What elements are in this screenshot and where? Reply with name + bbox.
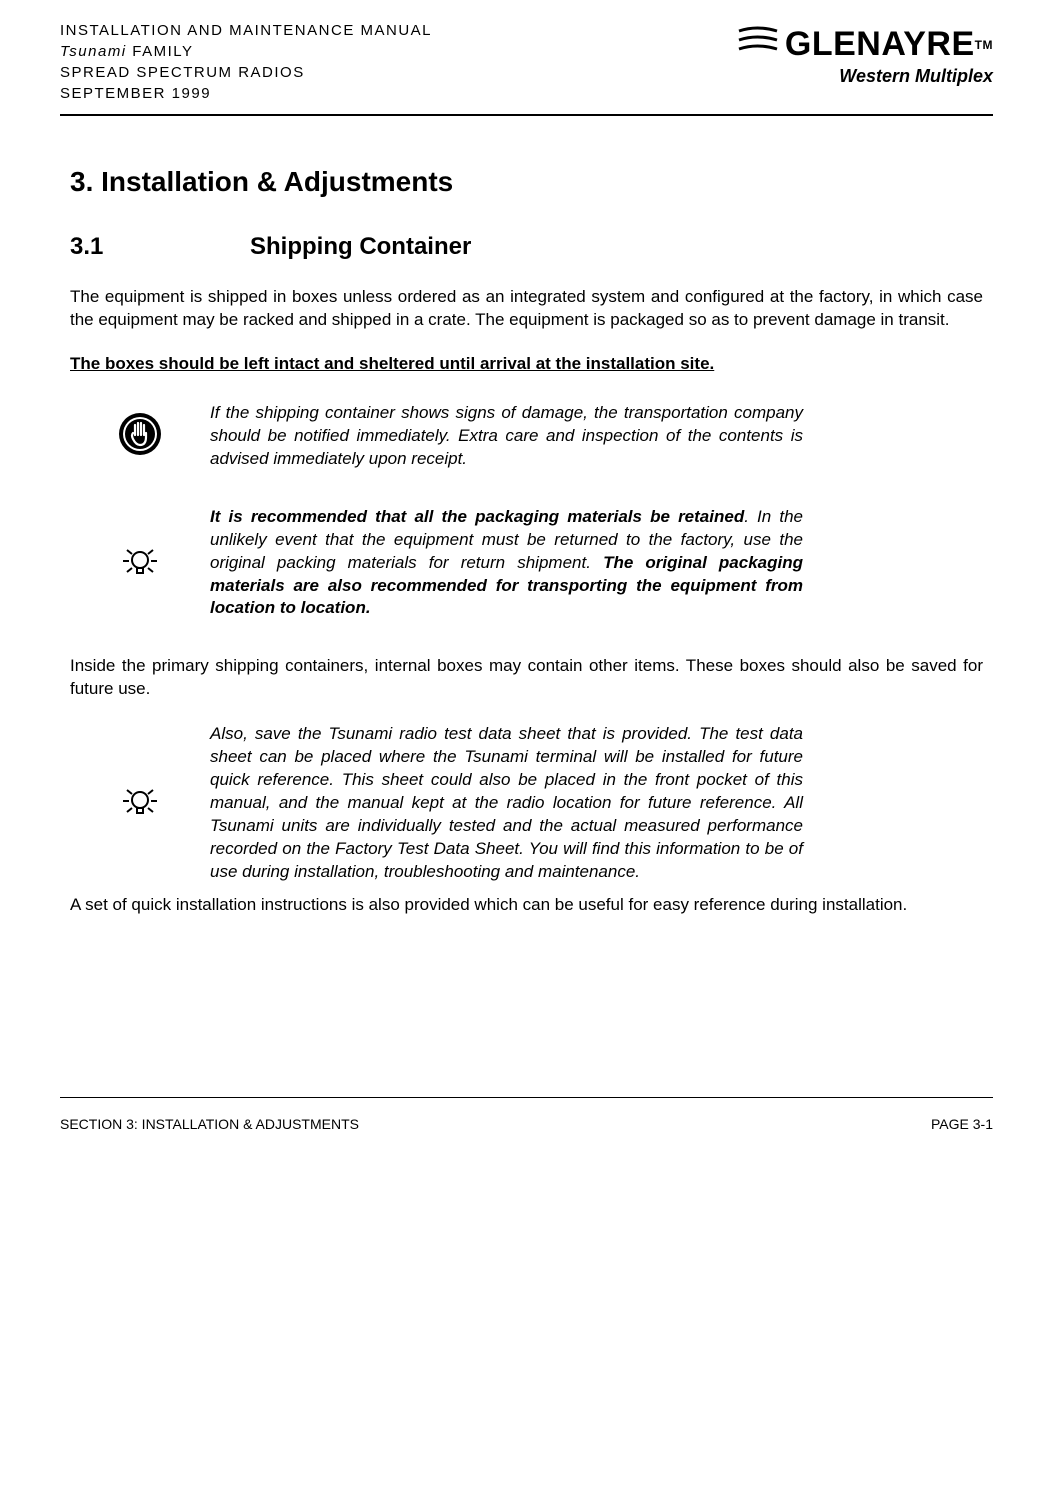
footer-row: SECTION 3: INSTALLATION & ADJUSTMENTS PA… [60,1116,993,1132]
header-right-block: GLENAYRETM Western Multiplex [737,20,993,87]
page-header: INSTALLATION AND MAINTENANCE MANUAL Tsun… [60,20,993,104]
page-footer: SECTION 3: INSTALLATION & ADJUSTMENTS PA… [60,1097,993,1132]
logo-symbol-icon [737,25,779,64]
header-line2-italic: Tsunami [60,43,127,60]
note-1-text: If the shipping container shows signs of… [210,402,983,471]
note-block-1: If the shipping container shows signs of… [70,402,983,471]
company-logo: GLENAYRETM [737,25,993,64]
paragraph-1: The equipment is shipped in boxes unless… [70,286,983,332]
paragraph-2-emphasis: The boxes should be left intact and shel… [70,354,983,374]
header-line4: SEPTEMBER 1999 [60,83,432,104]
lightbulb-icon [70,538,210,589]
note-block-3: Also, save the Tsunami radio test data s… [70,723,983,884]
note-2-bold-1: It is recommended that all the packaging… [210,507,744,526]
footer-left: SECTION 3: INSTALLATION & ADJUSTMENTS [60,1116,359,1132]
header-line2: Tsunami FAMILY [60,41,432,62]
note-block-2: It is recommended that all the packaging… [70,506,983,621]
header-rule [60,114,993,116]
footer-rule [60,1097,993,1098]
footer-right: PAGE 3-1 [931,1116,993,1132]
logo-text: GLENAYRE [785,25,975,64]
section-heading: 3.1Shipping Container [70,233,983,261]
stop-hand-icon [70,411,210,462]
page-content: 3. Installation & Adjustments 3.1Shippin… [60,166,993,917]
paragraph-4: A set of quick installation instructions… [70,894,983,917]
section-title: Shipping Container [250,233,471,260]
logo-tm: TM [975,38,993,52]
header-left-block: INSTALLATION AND MAINTENANCE MANUAL Tsun… [60,20,432,104]
paragraph-3: Inside the primary shipping containers, … [70,655,983,701]
header-line1: INSTALLATION AND MAINTENANCE MANUAL [60,20,432,41]
header-line3: SPREAD SPECTRUM RADIOS [60,62,432,83]
note-2-text: It is recommended that all the packaging… [210,506,983,621]
lightbulb-icon [70,778,210,829]
note-3-text: Also, save the Tsunami radio test data s… [210,723,983,884]
section-number: 3.1 [70,233,250,261]
page-title: 3. Installation & Adjustments [70,166,983,198]
logo-subtitle: Western Multiplex [737,66,993,87]
header-line2-rest: FAMILY [127,43,194,60]
